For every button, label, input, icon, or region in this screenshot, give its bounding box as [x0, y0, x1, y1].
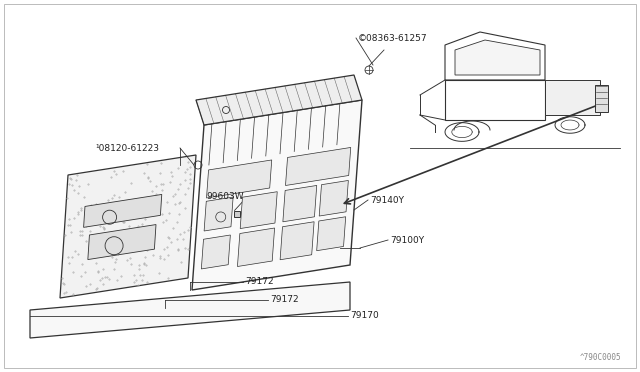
Polygon shape: [60, 155, 196, 298]
Polygon shape: [240, 192, 277, 228]
Text: ©08363-61257: ©08363-61257: [358, 33, 428, 42]
Polygon shape: [30, 282, 350, 338]
Text: 79140Y: 79140Y: [370, 196, 404, 205]
Bar: [234, 211, 239, 218]
Polygon shape: [545, 80, 600, 115]
Polygon shape: [455, 40, 540, 75]
Polygon shape: [88, 225, 156, 260]
Text: 79172: 79172: [245, 278, 274, 286]
Polygon shape: [280, 222, 314, 260]
Text: ^790C0005: ^790C0005: [580, 353, 621, 362]
Polygon shape: [204, 197, 233, 231]
Text: 79170: 79170: [350, 311, 379, 321]
Polygon shape: [196, 75, 362, 125]
Text: 99603W: 99603W: [206, 192, 244, 201]
Polygon shape: [192, 100, 362, 290]
Polygon shape: [285, 147, 351, 186]
Polygon shape: [202, 235, 230, 269]
Polygon shape: [84, 195, 162, 227]
Polygon shape: [207, 160, 272, 198]
Polygon shape: [237, 228, 275, 266]
Text: 79100Y: 79100Y: [390, 235, 424, 244]
Text: 79172: 79172: [270, 295, 299, 305]
Polygon shape: [317, 217, 346, 251]
Polygon shape: [595, 85, 608, 112]
Text: ¹08120-61223: ¹08120-61223: [95, 144, 159, 153]
Polygon shape: [319, 180, 348, 216]
Polygon shape: [283, 186, 317, 222]
